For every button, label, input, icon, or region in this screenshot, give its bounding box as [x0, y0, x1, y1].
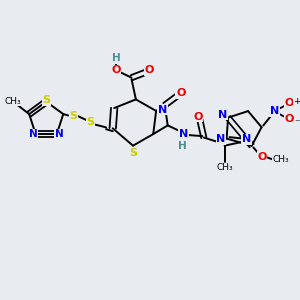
Text: O: O [144, 65, 154, 76]
Text: O: O [112, 65, 121, 76]
Text: N: N [29, 129, 38, 139]
Text: S: S [42, 95, 50, 105]
Text: O: O [194, 112, 203, 122]
Text: N: N [158, 104, 167, 115]
Text: CH₃: CH₃ [272, 155, 289, 164]
Text: N: N [179, 129, 188, 139]
Text: N: N [218, 110, 227, 120]
Text: N: N [216, 134, 225, 144]
Text: +: + [293, 97, 300, 106]
Text: O: O [285, 98, 294, 108]
Text: O: O [176, 88, 185, 98]
Text: H: H [178, 141, 187, 151]
Text: N: N [270, 106, 279, 116]
Text: ⁻: ⁻ [294, 118, 300, 128]
Text: O: O [285, 114, 294, 124]
Text: O: O [257, 152, 266, 162]
Text: N: N [242, 134, 251, 144]
Text: CH₃: CH₃ [5, 97, 22, 106]
Text: N: N [55, 129, 63, 139]
Text: S: S [70, 110, 78, 121]
Text: S: S [86, 117, 94, 127]
Text: CH₃: CH₃ [216, 164, 233, 172]
Text: H: H [112, 53, 121, 63]
Text: S: S [130, 148, 138, 158]
